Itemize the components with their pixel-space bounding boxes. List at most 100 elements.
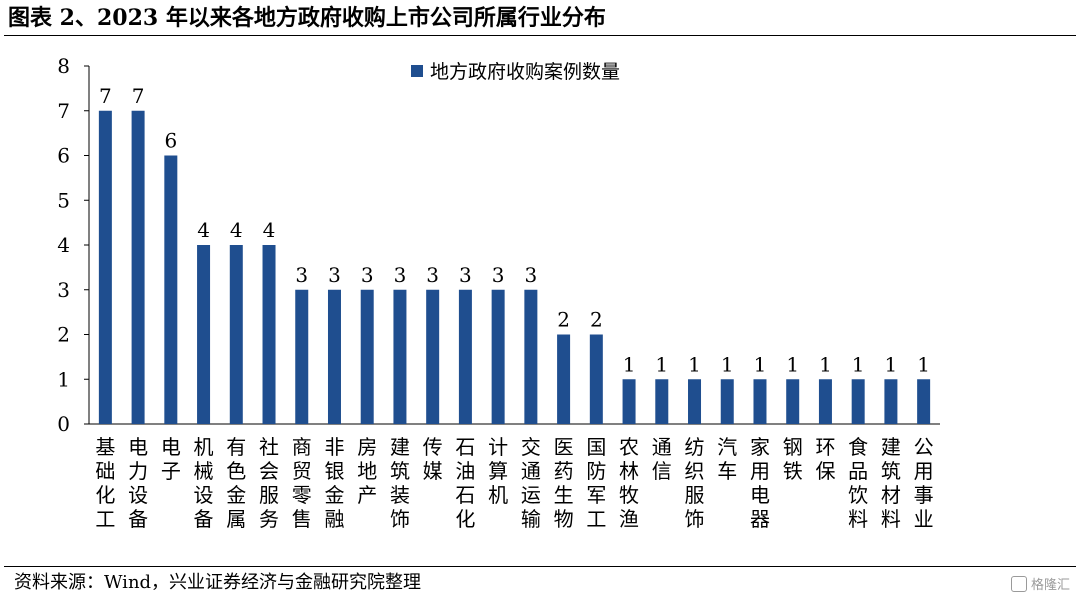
bar [295, 289, 309, 424]
source-note: 资料来源：Wind，兴业证券经济与金融研究院整理 [14, 572, 422, 593]
x-tick-label: 汽车 [717, 435, 737, 483]
figure-title: 图表 2、2023 年以来各地方政府收购上市公司所属行业分布 [8, 5, 606, 31]
watermark-logo-icon [1010, 575, 1027, 592]
x-tick-label: 基础化工 [95, 435, 115, 531]
title-divider [4, 35, 1076, 36]
bar-value-label: 4 [263, 218, 276, 242]
y-tick-label: 6 [57, 144, 70, 168]
bar-value-label: 3 [394, 263, 407, 287]
bar-value-label: 7 [99, 84, 112, 108]
bar [589, 334, 603, 424]
bar [884, 379, 898, 424]
x-tick-label: 国防军工 [586, 435, 606, 531]
bar-value-label: 1 [885, 352, 898, 376]
x-tick-label: 钢铁 [783, 435, 803, 483]
x-tick-label: 建筑装饰 [390, 435, 410, 531]
legend: 地方政府收购案例数量 [411, 61, 620, 83]
bar [720, 379, 734, 424]
bar-value-label: 2 [557, 308, 570, 332]
y-tick-label: 5 [57, 188, 70, 212]
bar [197, 245, 211, 424]
bar-value-label: 1 [688, 352, 701, 376]
bar-value-label: 7 [132, 84, 145, 108]
x-tick-label: 交通运输 [521, 435, 541, 531]
x-tick-label: 电力设备 [128, 435, 148, 531]
x-tick-label: 商贸零售 [292, 435, 312, 531]
legend-swatch [411, 65, 423, 77]
bar-value-label: 3 [328, 263, 341, 287]
x-tick-label: 纺织服饰 [685, 435, 705, 531]
bar-value-label: 4 [230, 218, 243, 242]
bar [426, 289, 440, 424]
bar-value-label: 1 [721, 352, 734, 376]
bar-value-label: 1 [786, 352, 799, 376]
bar-value-label: 2 [590, 308, 603, 332]
x-tick-label: 机械设备 [194, 435, 214, 531]
x-tick-label: 家用电器 [750, 435, 770, 531]
bar-value-label: 1 [754, 352, 767, 376]
bar [393, 289, 407, 424]
bar-value-label: 1 [819, 352, 832, 376]
x-tick-label: 计算机 [488, 435, 508, 507]
bar-value-label: 4 [197, 218, 210, 242]
bar [164, 155, 178, 424]
bar-value-labels: 7 764 4 43 3 3 3 3 3 3 32 21 1 1 1 1 1 1 1 1 1 [99, 84, 930, 377]
x-tick-label: 医药生物 [554, 435, 574, 531]
x-tick-label: 电子 [161, 435, 181, 483]
x-tick-label: 传媒 [423, 435, 443, 483]
x-tick-label: 房地产 [357, 435, 377, 507]
x-tick-label: 石油石化 [455, 435, 475, 531]
bar [524, 289, 538, 424]
x-tick-label: 建筑材料 [881, 435, 901, 531]
bar [458, 289, 472, 424]
bar [851, 379, 865, 424]
bar-value-label: 3 [459, 263, 472, 287]
y-tick-label: 0 [57, 412, 70, 436]
bar [688, 379, 702, 424]
bar-value-label: 1 [623, 352, 636, 376]
bar [786, 379, 800, 424]
bar [262, 245, 276, 424]
bar [131, 110, 145, 424]
bar [655, 379, 669, 424]
bar [917, 379, 931, 424]
legend-label: 地方政府收购案例数量 [430, 61, 620, 83]
y-tick-label: 4 [57, 233, 70, 257]
x-category-labels: 基础化工电力设备电子机械设备有色金属社会服务商贸零售非银金融房地产建筑装饰传媒石… [95, 435, 933, 531]
x-tick-label: 公用事业 [914, 435, 934, 531]
watermark: 格隆汇 [1010, 574, 1070, 593]
x-tick-label: 环保 [815, 435, 835, 483]
y-tick-label: 1 [57, 367, 70, 391]
bar-value-label: 3 [426, 263, 439, 287]
x-tick-label: 非银金融 [324, 435, 344, 531]
bar [753, 379, 767, 424]
y-tick-label: 3 [57, 278, 70, 302]
watermark-text: 格隆汇 [1030, 578, 1070, 593]
bar-value-label: 3 [295, 263, 308, 287]
bar-value-label: 3 [361, 263, 374, 287]
bars [98, 110, 931, 424]
bar-value-label: 1 [917, 352, 930, 376]
x-tick-label: 通信 [652, 435, 672, 483]
bar [229, 245, 243, 424]
x-tick-label: 有色金属 [226, 435, 246, 531]
y-tick-label: 8 [57, 54, 70, 78]
bar [360, 289, 374, 424]
bar-value-label: 6 [164, 129, 177, 153]
bar [98, 110, 112, 424]
x-tick-label: 社会服务 [259, 435, 279, 531]
bar-value-label: 1 [852, 352, 865, 376]
y-tick-label: 2 [57, 323, 70, 347]
bar [557, 334, 571, 424]
x-tick-label: 农林牧渔 [619, 435, 639, 531]
source-divider [4, 566, 1076, 567]
x-tick-label: 食品饮料 [848, 435, 868, 531]
bar [491, 289, 505, 424]
bar-value-label: 3 [492, 263, 505, 287]
bar-value-label: 1 [655, 352, 668, 376]
bar-value-label: 3 [524, 263, 537, 287]
y-tick-label: 7 [57, 99, 70, 123]
bar [622, 379, 636, 424]
bar [327, 289, 341, 424]
